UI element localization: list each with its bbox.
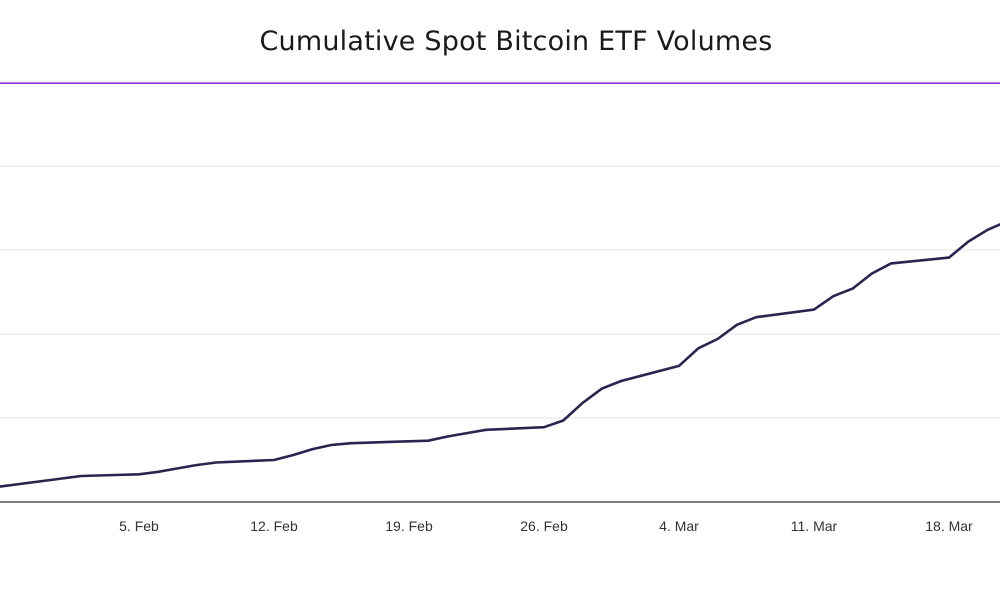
series-line [0,222,1000,488]
title-accent-rule [0,82,1000,84]
x-axis-ticks: 5. Feb 12. Feb 19. Feb 26. Feb 4. Mar 11. Mar… [119,518,973,534]
grid-lines [0,81,1000,419]
chart-title: Cumulative Spot Bitcoin ETF Volumes [259,26,773,57]
series-layer [0,222,1000,488]
x-tick-label: 4. Mar [659,518,699,534]
x-tick-label: 5. Feb [119,518,159,534]
x-tick-label: 12. Feb [250,518,298,534]
x-tick-label: 26. Feb [520,518,568,534]
x-tick-label: 11. Mar [791,518,838,534]
x-tick-label: 18. Mar [925,518,973,534]
x-tick-label: 19. Feb [385,518,433,534]
